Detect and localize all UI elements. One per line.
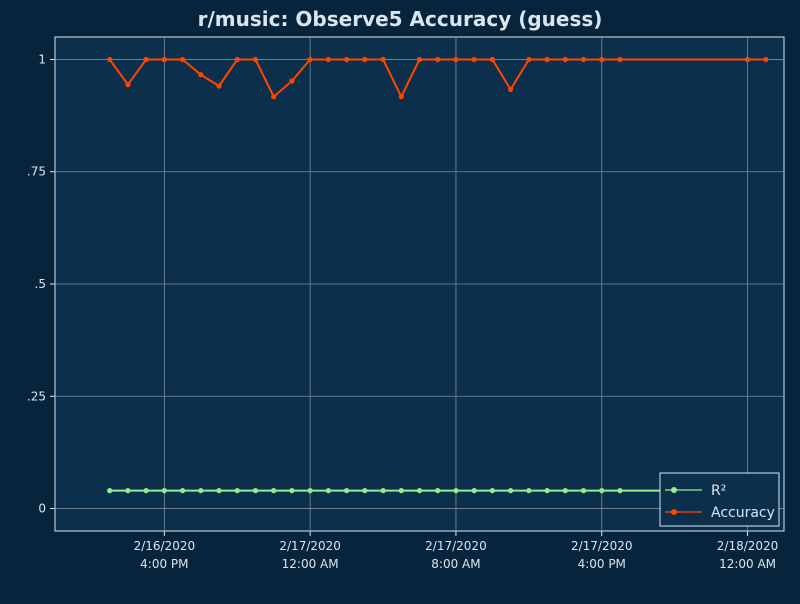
- x-tick-label-time: 4:00 PM: [578, 557, 626, 571]
- data-point: [161, 488, 167, 494]
- data-point: [544, 56, 550, 63]
- data-point: [380, 56, 386, 63]
- data-point: [107, 488, 113, 494]
- data-point: [307, 56, 313, 63]
- data-point: [289, 488, 295, 494]
- data-point: [234, 56, 240, 63]
- data-point: [453, 56, 459, 63]
- data-point: [325, 56, 331, 63]
- data-point: [471, 56, 477, 63]
- data-point: [580, 56, 587, 63]
- x-tick-label-date: 2/17/2020: [425, 539, 487, 553]
- y-tick-label: 1: [38, 52, 46, 66]
- data-point: [198, 72, 204, 78]
- data-point: [143, 488, 149, 494]
- y-tick-label: .25: [27, 389, 46, 403]
- data-point: [617, 56, 623, 63]
- data-point: [307, 488, 313, 494]
- data-point: [508, 488, 514, 494]
- data-point: [198, 488, 204, 494]
- series-1: [107, 56, 769, 100]
- data-point: [453, 488, 459, 494]
- data-point: [344, 56, 350, 63]
- legend: R² Accuracy: [659, 472, 780, 527]
- x-tick-label-time: 8:00 AM: [431, 557, 480, 571]
- series-0: [107, 488, 769, 494]
- data-point: [416, 488, 423, 494]
- data-point: [180, 56, 186, 63]
- legend-swatch-marker: [671, 509, 677, 515]
- y-tick-label: .75: [27, 165, 46, 179]
- data-point: [125, 488, 131, 494]
- data-point: [544, 488, 550, 494]
- data-point: [216, 488, 222, 494]
- data-point: [143, 56, 149, 63]
- data-point: [763, 56, 769, 63]
- legend-box: [659, 472, 780, 527]
- y-tick-label: .5: [35, 277, 46, 291]
- data-point: [580, 488, 587, 494]
- legend-swatch-marker: [671, 487, 677, 493]
- data-point: [289, 78, 295, 84]
- data-point: [526, 488, 532, 494]
- data-point: [252, 488, 259, 494]
- x-tick-label-time: 12:00 AM: [282, 557, 339, 571]
- data-point: [435, 56, 441, 63]
- data-point: [271, 94, 277, 100]
- x-tick-label-time: 4:00 PM: [140, 557, 188, 571]
- legend-label: R²: [711, 483, 726, 499]
- data-point: [234, 488, 240, 494]
- legend-label: Accuracy: [711, 505, 775, 521]
- data-point: [562, 56, 568, 63]
- x-tick-label-date: 2/17/2020: [279, 539, 341, 553]
- data-point: [435, 488, 441, 494]
- x-tick-label-time: 12:00 AM: [719, 557, 776, 571]
- data-point: [216, 83, 222, 89]
- data-point: [325, 488, 331, 494]
- data-point: [744, 56, 751, 63]
- data-point: [471, 488, 477, 494]
- grid: [55, 37, 784, 531]
- data-point: [489, 56, 495, 63]
- data-point: [271, 488, 277, 494]
- data-point: [599, 488, 605, 494]
- axes: 0 .25 .5 .75 1 2/16/2020 4:00 PM 2/17/2020 12:00…: [27, 52, 778, 571]
- x-tick-label-date: 2/18/2020: [717, 539, 779, 553]
- data-point: [562, 488, 568, 494]
- data-point: [398, 488, 404, 494]
- data-point: [416, 56, 423, 63]
- data-point: [617, 488, 623, 494]
- data-point: [599, 56, 605, 63]
- data-point: [125, 82, 131, 88]
- data-point: [180, 488, 186, 494]
- x-tick-label-date: 2/17/2020: [571, 539, 633, 553]
- data-point: [380, 488, 386, 494]
- data-point: [526, 56, 532, 63]
- chart-title: r/music: Observe5 Accuracy (guess): [198, 7, 603, 31]
- data-point: [344, 488, 350, 494]
- data-point: [398, 94, 404, 100]
- x-tick-label-date: 2/16/2020: [134, 539, 196, 553]
- data-point: [362, 488, 368, 494]
- data-point: [508, 86, 514, 93]
- data-point: [362, 56, 368, 63]
- y-tick-label: 0: [38, 502, 46, 516]
- series: [107, 56, 769, 494]
- data-point: [161, 56, 167, 63]
- data-point: [489, 488, 495, 494]
- data-point: [252, 56, 259, 63]
- data-point: [107, 56, 113, 63]
